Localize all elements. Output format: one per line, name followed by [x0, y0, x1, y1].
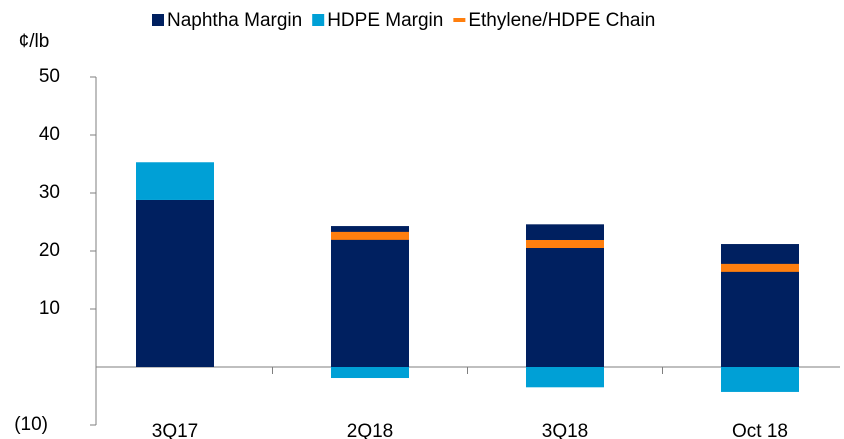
y-tick-label: 30 — [39, 182, 60, 203]
bar-segment — [136, 162, 214, 200]
legend-swatch — [152, 14, 164, 26]
x-tick-label: Oct 18 — [732, 421, 788, 439]
bar-segment — [526, 367, 604, 388]
legend-swatch — [453, 18, 466, 22]
bar-segment — [526, 224, 604, 367]
y-tick-label: 50 — [39, 66, 60, 87]
x-tick-label: 3Q18 — [542, 421, 588, 439]
y-tick-label: 10 — [39, 298, 60, 319]
legend-swatch — [312, 14, 325, 26]
y-tick-label: (10) — [14, 414, 48, 435]
y-tick-label: 20 — [39, 240, 60, 261]
bar-segment — [331, 226, 409, 367]
y-tick-label: 40 — [39, 124, 60, 145]
bar-segment — [136, 199, 214, 367]
bar-segment — [721, 367, 799, 392]
bar-segment — [721, 244, 799, 367]
legend-label: Ethylene/HDPE Chain — [468, 10, 655, 31]
legend-label: Naphtha Margin — [167, 10, 302, 31]
y-axis-label: ¢/lb — [19, 31, 50, 52]
x-tick-label: 2Q18 — [347, 421, 393, 439]
bar-segment — [331, 367, 409, 379]
legend-label: HDPE Margin — [327, 10, 443, 31]
x-tick-label: 3Q17 — [152, 421, 198, 439]
